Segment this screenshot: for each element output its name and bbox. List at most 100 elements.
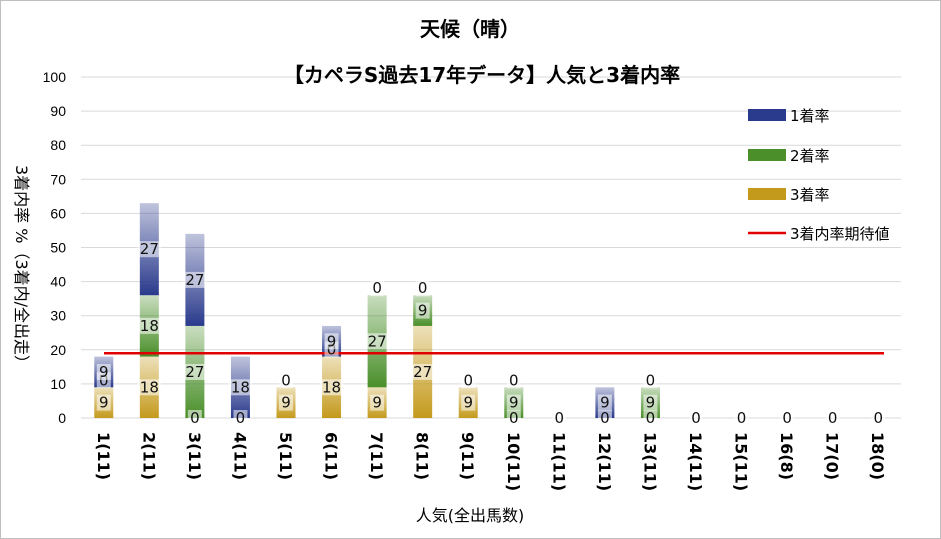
y-tick-label: 20 [50, 342, 66, 358]
data-label: 0 [190, 409, 200, 427]
data-label-bg [182, 363, 207, 380]
data-label-bg [643, 394, 658, 411]
data-label-bg [279, 394, 293, 411]
data-label-bg [871, 410, 886, 426]
data-label-bg [182, 271, 207, 288]
x-tick-label: 16(8) [777, 432, 796, 480]
legend: 1着率 2着率 3着率 3着内率期待値 [748, 107, 890, 243]
y-tick-label: 70 [50, 171, 66, 187]
x-tick-label: 13(11) [640, 432, 659, 491]
x-tick-label: 3(11) [185, 432, 204, 480]
y-tick-label: 90 [50, 103, 66, 119]
grid-layer [81, 76, 901, 419]
data-label: 9 [646, 394, 656, 412]
data-label: 0 [691, 409, 701, 427]
data-label-bg [96, 363, 111, 380]
y-tick-label: 10 [50, 376, 66, 392]
data-label: 18 [322, 378, 341, 396]
x-tick-label: 14(11) [686, 432, 705, 491]
data-label-bg [365, 333, 390, 350]
y-tick-label: 100 [43, 69, 67, 85]
data-label: 9 [372, 394, 382, 412]
data-label-bg [506, 410, 521, 426]
data-label: 0 [372, 279, 382, 297]
data-label: 27 [368, 332, 387, 350]
data-label-bg [137, 317, 162, 334]
data-label: 27 [185, 363, 204, 381]
data-label: 0 [463, 371, 473, 389]
data-label-bg [319, 379, 344, 396]
data-label-bg [461, 394, 476, 411]
data-label: 0 [509, 409, 519, 427]
data-label: 9 [327, 332, 337, 350]
data-label-bg [233, 410, 248, 426]
x-tick-label: 1(11) [94, 432, 113, 480]
legend-label: 1着率 [790, 107, 830, 125]
data-label: 0 [418, 279, 428, 297]
x-tick-label: 15(11) [732, 432, 751, 491]
data-label: 18 [140, 378, 159, 396]
data-label: 0 [646, 371, 656, 389]
data-label-bg [597, 410, 612, 426]
data-label: 9 [509, 394, 519, 412]
y-tick-label: 30 [50, 308, 66, 324]
x-tick-label: 8(11) [413, 432, 432, 480]
data-label-bg [187, 410, 202, 426]
legend-swatch [748, 109, 786, 121]
y-axis-label: 3着内率 %（3着内/全出走） [12, 165, 31, 371]
data-label-bg [506, 394, 521, 411]
data-label-bg [461, 372, 476, 389]
data-label-bg [324, 333, 339, 350]
chart-title: 天候（晴） [420, 17, 520, 41]
data-label-bg [137, 379, 162, 396]
data-label-bg [96, 394, 111, 411]
y-tick-label: 80 [50, 137, 66, 153]
data-label: 0 [737, 409, 747, 427]
x-tick-label: 9(11) [458, 432, 477, 480]
data-label-bg [410, 363, 435, 380]
data-label: 9 [99, 394, 109, 412]
data-label: 18 [231, 378, 250, 396]
y-tick-label: 0 [58, 410, 66, 426]
data-label: 27 [185, 271, 204, 289]
data-label: 9 [418, 302, 428, 320]
x-tick-label: 7(11) [367, 432, 386, 480]
data-label-bg [552, 410, 567, 426]
legend-swatch [748, 149, 786, 161]
data-label-bg [506, 372, 521, 389]
x-tick-label: 6(11) [322, 432, 341, 480]
data-label-bg [825, 410, 840, 426]
data-label-bg [279, 372, 293, 389]
y-tick-label: 40 [50, 274, 66, 290]
x-tick-label: 17(0) [823, 432, 842, 480]
data-label: 0 [509, 371, 519, 389]
data-label-bg [780, 410, 795, 426]
data-label: 0 [281, 371, 291, 389]
x-tick-label: 11(11) [549, 432, 568, 491]
data-label-bg [689, 410, 703, 426]
x-tick-label: 18(0) [868, 432, 887, 480]
x-tick-label: 5(11) [276, 432, 295, 480]
x-tick-label: 10(11) [504, 432, 523, 491]
data-label: 0 [327, 341, 337, 359]
data-label: 0 [873, 409, 883, 427]
data-label: 0 [782, 409, 792, 427]
data-label: 27 [413, 363, 432, 381]
data-label: 9 [600, 394, 610, 412]
data-label-bg [643, 372, 658, 389]
bar-layer [94, 203, 660, 418]
data-label: 0 [99, 371, 109, 389]
x-tick-label: 2(11) [139, 432, 158, 480]
data-label-bg [228, 379, 253, 396]
data-label-bg [597, 394, 612, 411]
data-label-bg [137, 241, 162, 258]
data-label: 27 [140, 240, 159, 258]
x-axis-label: 人気(全出馬数) [416, 506, 525, 525]
data-label: 18 [140, 317, 159, 335]
data-label: 9 [99, 363, 109, 381]
data-label: 9 [281, 394, 291, 412]
data-label: 9 [463, 394, 473, 412]
